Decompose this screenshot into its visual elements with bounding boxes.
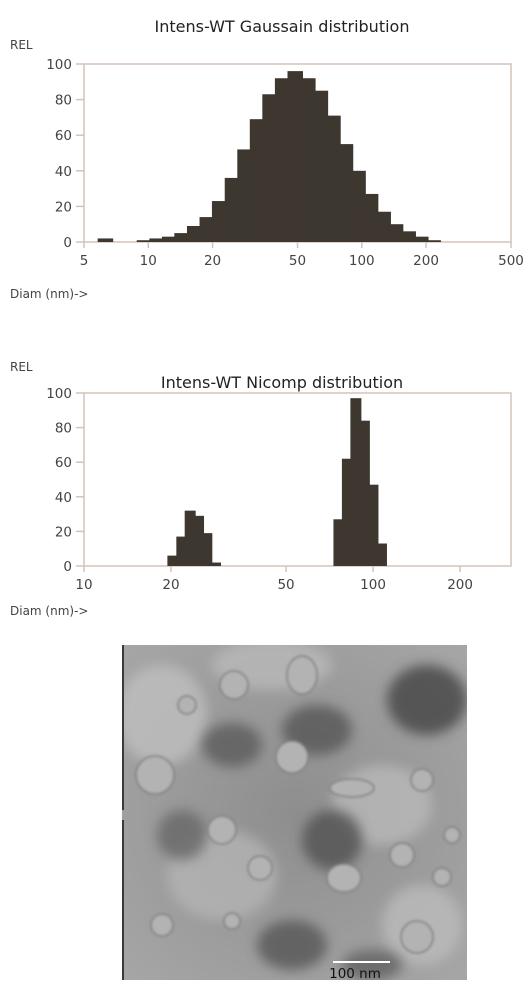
y-tick-label: 0 xyxy=(63,559,72,575)
bar xyxy=(367,484,379,566)
y-tick-label: 80 xyxy=(55,421,72,437)
x-tick-label: 50 xyxy=(289,253,306,269)
x-tick-label: 10 xyxy=(75,577,92,593)
bar xyxy=(375,543,387,566)
bar xyxy=(413,236,429,242)
x-tick-label: 200 xyxy=(413,253,439,269)
y-tick-label: 100 xyxy=(46,386,72,402)
x-tick-label: 500 xyxy=(498,253,524,269)
bar xyxy=(287,71,303,243)
bar xyxy=(237,149,253,242)
bar xyxy=(186,225,203,242)
y-tick-label: 100 xyxy=(46,57,72,73)
bar xyxy=(425,240,441,242)
micrograph-image: 100 nm xyxy=(117,640,467,982)
x-tick-label: 100 xyxy=(349,253,375,269)
bar xyxy=(358,420,370,566)
gaussian-chart-svg: Intens-WT Gaussain distribution REL Diam… xyxy=(10,17,524,301)
bar xyxy=(337,144,354,242)
bar xyxy=(333,519,345,566)
x-tick-label: 20 xyxy=(204,253,221,269)
bar xyxy=(387,224,404,242)
gaussian-distribution-chart: Intens-WT Gaussain distribution REL Diam… xyxy=(0,0,529,310)
plot-frame xyxy=(83,392,512,567)
plot-area: 0 20 40 60 80 100 10 20 50 100 200 xyxy=(46,386,512,593)
y-axis-label: REL xyxy=(10,360,33,374)
bar xyxy=(211,201,228,242)
bar xyxy=(176,536,188,566)
bar xyxy=(167,555,179,566)
bar xyxy=(161,236,178,242)
bar xyxy=(201,533,213,566)
tem-micrograph: 100 nm xyxy=(117,640,467,982)
bar xyxy=(350,170,366,242)
bar xyxy=(193,515,205,566)
scale-bar xyxy=(333,961,390,963)
bar xyxy=(149,238,165,242)
x-tick-label: 100 xyxy=(360,577,386,593)
y-tick-label: 60 xyxy=(55,128,72,144)
x-axis-label: Diam (nm)-> xyxy=(10,287,88,301)
bar xyxy=(362,193,379,242)
x-tick-label: 5 xyxy=(80,253,89,269)
bar xyxy=(325,115,341,242)
bar xyxy=(136,240,153,242)
bar xyxy=(262,94,278,242)
bar xyxy=(300,78,316,243)
y-tick-label: 60 xyxy=(55,455,72,471)
x-tick-label: 200 xyxy=(447,577,473,593)
bar xyxy=(209,562,221,566)
bar xyxy=(350,398,362,566)
bar xyxy=(341,458,353,566)
chart-title: Intens-WT Nicomp distribution xyxy=(161,373,403,392)
nicomp-chart-svg: Intens-WT Nicomp distribution REL Diam (… xyxy=(10,360,512,618)
x-tick-label: 20 xyxy=(162,577,179,593)
bar xyxy=(224,177,241,242)
bar xyxy=(274,78,291,243)
chart-title: Intens-WT Gaussain distribution xyxy=(155,17,410,36)
nicomp-distribution-chart: Intens-WT Nicomp distribution REL Diam (… xyxy=(0,355,529,625)
x-axis-label: Diam (nm)-> xyxy=(10,604,88,618)
bar xyxy=(400,231,416,242)
y-tick-label: 40 xyxy=(55,164,72,180)
x-tick-label: 50 xyxy=(277,577,294,593)
bar xyxy=(184,510,196,566)
bar xyxy=(174,233,190,242)
plot-area: 0 20 40 60 80 100 5 10 20 50 100 200 500 xyxy=(46,57,524,269)
x-tick-label: 10 xyxy=(140,253,157,269)
y-tick-label: 40 xyxy=(55,490,72,506)
bar xyxy=(97,238,114,242)
scale-bar-label: 100 nm xyxy=(329,966,381,980)
bar xyxy=(199,217,216,242)
bar xyxy=(312,90,329,242)
bar xyxy=(375,211,391,242)
y-tick-label: 20 xyxy=(55,199,72,215)
y-tick-label: 20 xyxy=(55,524,72,540)
y-axis-label: REL xyxy=(10,38,33,52)
bar xyxy=(249,119,266,242)
y-tick-label: 80 xyxy=(55,93,72,109)
y-tick-label: 0 xyxy=(63,235,72,251)
